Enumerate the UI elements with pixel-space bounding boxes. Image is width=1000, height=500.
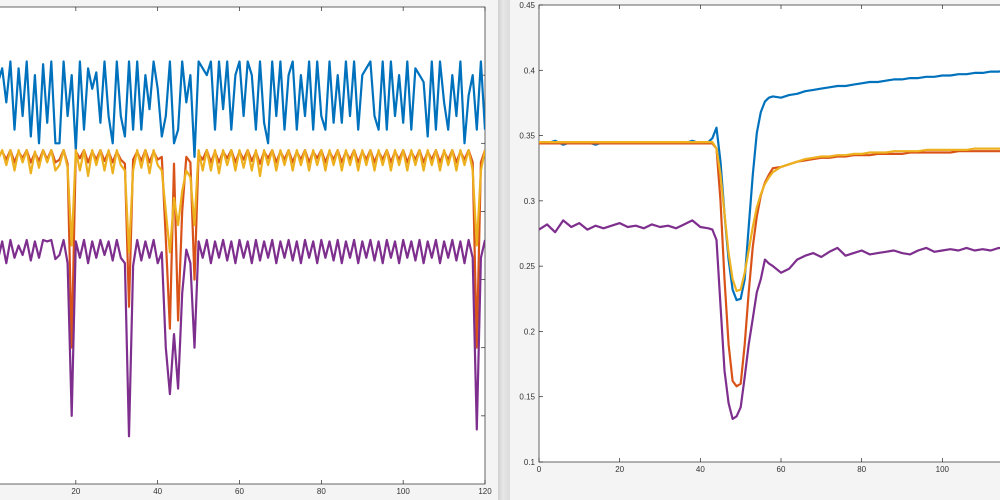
plot-area	[538, 4, 1000, 463]
left-line-chart: 20 40 60 80 100 120	[0, 6, 492, 496]
x-tick-label: 100	[936, 465, 950, 474]
x-tick-label: 40	[696, 465, 705, 474]
y-tick-label: 0.15	[519, 393, 535, 402]
series-line-3	[539, 141, 1000, 293]
series-line-4	[539, 219, 1000, 420]
x-tick-label: 80	[317, 487, 326, 496]
y-tick-label: 0.45	[519, 1, 535, 10]
window-divider[interactable]	[498, 0, 510, 500]
right-figure-window: 0 20 40 60 80 100 0.1 0.15 0.2 0.25 0.3 0.35 0.4 0.45	[510, 0, 1000, 500]
series-line-4	[0, 238, 485, 438]
x-tick-label: 80	[857, 465, 866, 474]
y-tick-label: 0.4	[524, 66, 536, 75]
y-tick-label: 0.1	[524, 458, 536, 467]
left-figure-window: 20 40 60 80 100 120	[0, 0, 498, 500]
x-tick-label: 60	[777, 465, 786, 474]
x-tick-label: 0	[537, 465, 542, 474]
x-tick-label: 60	[235, 487, 244, 496]
y-tick-label: 0.35	[519, 132, 535, 141]
x-tick-label: 100	[396, 487, 410, 496]
x-tick-label: 40	[153, 487, 162, 496]
series-line-3	[0, 149, 485, 254]
series-line-2	[539, 142, 1000, 388]
x-tick-label: 20	[615, 465, 624, 474]
y-tick-label: 0.25	[519, 262, 535, 271]
y-tick-label: 0.2	[524, 327, 536, 336]
y-tick-label: 0.3	[524, 197, 536, 206]
x-tick-label: 120	[478, 487, 492, 496]
right-line-chart: 0 20 40 60 80 100 0.1 0.15 0.2 0.25 0.3 0.35 0.4 0.45	[519, 1, 1000, 474]
x-tick-label: 20	[71, 487, 80, 496]
